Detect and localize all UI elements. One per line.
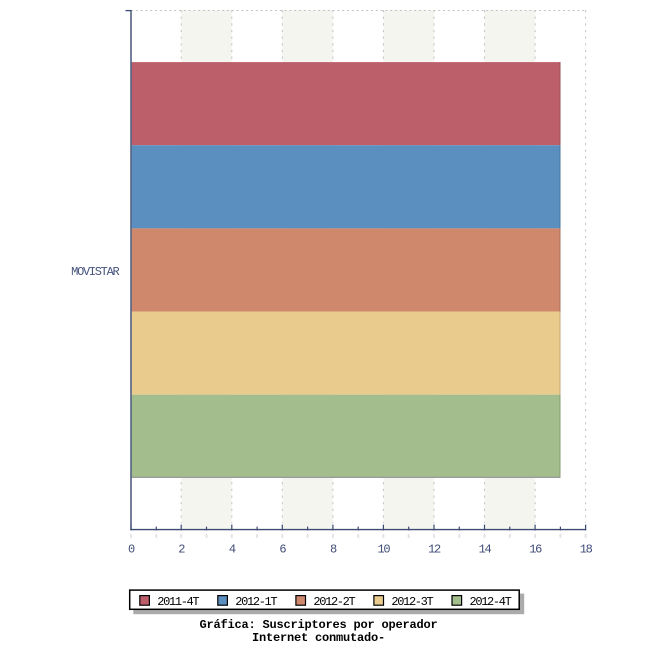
svg-text:Gráfica: Suscriptores por oper: Gráfica: Suscriptores por operador: [199, 618, 437, 632]
svg-text:14: 14: [479, 543, 492, 557]
svg-text:2012-2T: 2012-2T: [313, 595, 355, 609]
svg-text:16: 16: [529, 543, 542, 557]
svg-text:10: 10: [377, 543, 390, 557]
svg-text:Internet conmutado-: Internet conmutado-: [252, 631, 385, 645]
svg-text:6: 6: [279, 543, 286, 557]
svg-text:18: 18: [580, 543, 593, 557]
svg-text:2012-3T: 2012-3T: [391, 595, 433, 609]
svg-text:2012-1T: 2012-1T: [235, 595, 277, 609]
svg-text:12: 12: [428, 543, 441, 557]
svg-text:MOVISTAR: MOVISTAR: [71, 265, 119, 279]
svg-text:8: 8: [330, 543, 337, 557]
svg-text:2: 2: [178, 543, 185, 557]
svg-text:0: 0: [128, 543, 135, 557]
svg-text:2012-4T: 2012-4T: [470, 595, 512, 609]
svg-text:4: 4: [229, 543, 236, 557]
svg-text:2011-4T: 2011-4T: [157, 595, 199, 609]
